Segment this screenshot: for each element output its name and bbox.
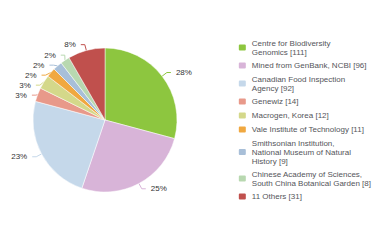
svg-text:25%: 25% bbox=[151, 184, 167, 193]
svg-text:Chinese Academy of Sciences,: Chinese Academy of Sciences, bbox=[252, 170, 362, 179]
svg-text:23%: 23% bbox=[11, 152, 27, 161]
svg-text:History [9]: History [9] bbox=[252, 157, 288, 166]
svg-text:Agency [92]: Agency [92] bbox=[252, 84, 294, 93]
svg-text:2%: 2% bbox=[33, 61, 45, 70]
svg-text:2%: 2% bbox=[44, 51, 56, 60]
svg-text:Macrogen, Korea [12]: Macrogen, Korea [12] bbox=[252, 111, 329, 120]
svg-text:Centre for Biodiversity: Centre for Biodiversity bbox=[252, 39, 331, 48]
svg-text:Genomics [111]: Genomics [111] bbox=[252, 48, 307, 57]
svg-text:South China Botanical Garden [: South China Botanical Garden [8] bbox=[252, 179, 371, 188]
svg-text:28%: 28% bbox=[176, 68, 192, 77]
svg-text:Mined from GenBank, NCBI [96]: Mined from GenBank, NCBI [96] bbox=[252, 61, 367, 70]
svg-text:Canadian Food Inspection: Canadian Food Inspection bbox=[252, 75, 345, 84]
svg-text:Smithsonian Institution,: Smithsonian Institution, bbox=[252, 139, 335, 148]
svg-text:11 Others [31]: 11 Others [31] bbox=[252, 192, 302, 201]
svg-text:3%: 3% bbox=[19, 81, 31, 90]
svg-text:Vale Institute of Technology [: Vale Institute of Technology [11] bbox=[252, 125, 364, 134]
svg-text:2%: 2% bbox=[25, 71, 37, 80]
svg-text:National Museum of Natural: National Museum of Natural bbox=[252, 148, 351, 157]
svg-text:Genewiz [14]: Genewiz [14] bbox=[252, 97, 299, 106]
svg-text:8%: 8% bbox=[64, 40, 76, 49]
svg-text:3%: 3% bbox=[15, 91, 27, 100]
